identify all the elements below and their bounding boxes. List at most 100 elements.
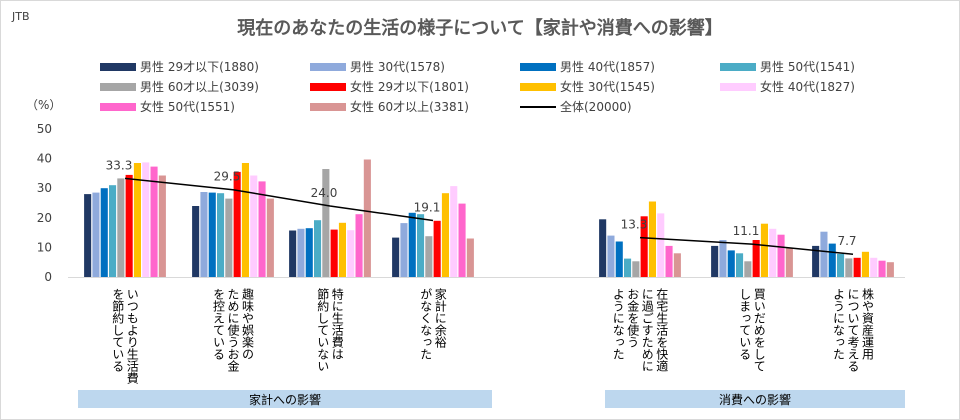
legend-swatch	[720, 62, 756, 71]
bar	[632, 261, 640, 277]
bar	[305, 228, 313, 277]
bar	[225, 198, 233, 277]
bar	[200, 192, 208, 277]
chart-title: 現在のあなたの生活の様子について【家計や消費への影響】	[237, 18, 723, 39]
bar	[760, 223, 768, 277]
legend-label: 男性 40代(1857)	[560, 60, 655, 74]
bar	[607, 235, 615, 277]
bar	[820, 231, 828, 277]
bar	[400, 223, 408, 277]
y-tick-label: 20	[37, 211, 52, 225]
legend-label: 女性 30代(1545)	[560, 80, 655, 94]
bar	[837, 253, 845, 277]
data-label: 24.0	[311, 186, 338, 200]
category-label: 特に生活費は	[330, 287, 344, 360]
legend-item: 女性 40代(1827)	[720, 78, 855, 95]
bar	[347, 230, 355, 277]
bar	[886, 262, 894, 277]
bar	[266, 198, 274, 277]
overall-line	[639, 236, 854, 255]
bar	[408, 212, 416, 277]
bar	[363, 159, 371, 277]
category-label: ようになった	[832, 288, 846, 360]
bar	[711, 245, 719, 277]
bar	[853, 257, 861, 277]
bar	[640, 216, 648, 277]
y-tick-label: 40	[37, 152, 52, 166]
legend-label: 全体(20000)	[560, 100, 632, 114]
bar	[109, 185, 117, 277]
bar	[657, 213, 665, 277]
legend-swatch	[520, 82, 556, 91]
overall-line	[124, 177, 434, 222]
legend-swatch	[520, 62, 556, 71]
category-label: 在宅生活を快適	[655, 288, 669, 372]
bar	[845, 258, 853, 277]
category-label: 節約していない	[316, 287, 330, 372]
legend-swatch	[100, 62, 136, 71]
bar	[878, 260, 886, 277]
bar	[338, 222, 346, 277]
data-label: 7.7	[837, 234, 856, 248]
bar	[458, 203, 466, 277]
bar	[812, 245, 820, 277]
legend-label: 男性 30代(1578)	[350, 60, 445, 74]
legend: 男性 29才以下(1880) 男性 30代(1578) 男性 40代(1857) 男性…	[100, 58, 960, 128]
bar	[769, 228, 777, 277]
bar	[241, 163, 249, 277]
category-label: ために使うお金	[226, 288, 240, 372]
bar	[727, 250, 735, 277]
bar	[330, 229, 338, 277]
y-tick-label: 50	[37, 122, 52, 136]
y-tick-label: 30	[37, 181, 52, 195]
bar	[297, 228, 305, 277]
bar	[615, 241, 623, 277]
bar	[648, 201, 656, 277]
legend-item: 全体(20000)	[520, 98, 632, 115]
category-label: 趣味や娯楽の	[241, 287, 255, 360]
bar	[828, 243, 836, 277]
legend-swatch	[310, 62, 346, 71]
legend-item: 女性 29才以下(1801)	[310, 78, 469, 95]
legend-item: 女性 30代(1545)	[520, 78, 655, 95]
category-label: ようになった	[611, 288, 625, 360]
category-label: に過ごすために	[640, 288, 654, 372]
category-label: を控えている	[212, 288, 226, 360]
legend-swatch	[100, 102, 136, 111]
legend-label: 女性 50代(1551)	[140, 100, 235, 114]
bar	[736, 253, 744, 277]
legend-label: 女性 60才以上(3381)	[350, 100, 469, 114]
legend-item: 女性 50代(1551)	[100, 98, 235, 115]
bar	[142, 162, 150, 277]
legend-label: 男性 60才以上(3039)	[140, 80, 259, 94]
y-tick-label: 0	[44, 270, 52, 284]
bar	[208, 192, 216, 277]
bar	[117, 178, 125, 277]
legend-swatch	[720, 82, 756, 91]
category-label: 家計に余裕	[433, 287, 447, 349]
bar	[158, 175, 166, 277]
category-group-label: 家計への影響	[78, 390, 492, 408]
legend-line-swatch	[520, 105, 556, 108]
bar	[322, 169, 330, 277]
bar	[314, 220, 322, 277]
legend-label: 女性 40代(1827)	[760, 80, 855, 94]
bar	[192, 206, 200, 277]
bar	[433, 220, 441, 277]
bar	[392, 237, 400, 277]
bar	[100, 188, 108, 277]
category-label: がなくなった	[419, 288, 433, 360]
bar	[624, 258, 632, 277]
category-label: しまっている	[738, 288, 752, 360]
legend-item: 女性 60才以上(3381)	[310, 98, 469, 115]
data-label: 33.3	[106, 158, 133, 172]
bar	[861, 251, 869, 277]
data-label: 13.3	[621, 218, 648, 232]
category-label: について考える	[846, 288, 860, 372]
category-label: いつもより生活費	[125, 288, 139, 384]
bar	[441, 193, 449, 277]
source-label: JTB	[12, 10, 30, 23]
bar	[744, 261, 752, 277]
bar	[355, 214, 363, 277]
